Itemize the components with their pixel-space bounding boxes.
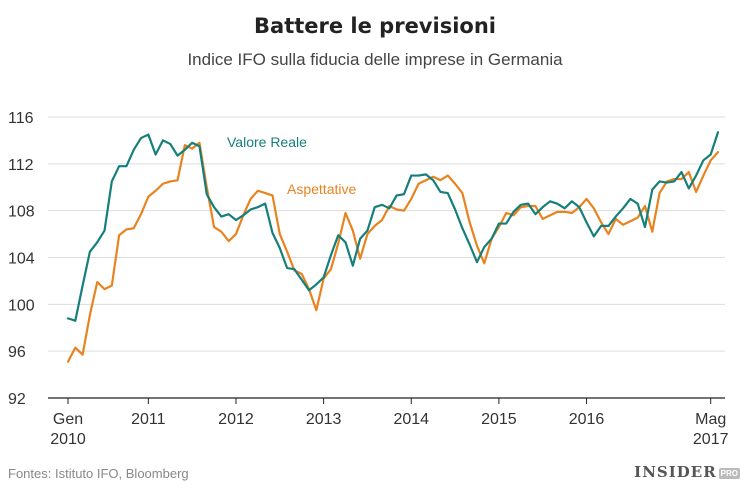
- y-tick-label-92: 92: [8, 391, 26, 408]
- y-tick-label-116: 116: [8, 110, 34, 127]
- y-tick-label-104: 104: [8, 251, 35, 268]
- source-note: Fontes: Istituto IFO, Bloomberg: [8, 466, 189, 481]
- y-tick-label-100: 100: [8, 297, 35, 314]
- brand-name: INSIDER: [634, 463, 717, 481]
- x-tick-label: 2013: [306, 411, 342, 428]
- brand-logo: INSIDER PRO: [634, 463, 740, 481]
- series-labels: Valore Reale Aspettative: [227, 134, 356, 197]
- series-lines: [66, 131, 720, 363]
- series-label-valore-reale: Valore Reale: [227, 134, 307, 150]
- x-tick-label-year: 2017: [693, 431, 729, 448]
- y-tick-label-108: 108: [8, 204, 35, 221]
- y-tick-label-112: 112: [8, 157, 34, 174]
- series-label-aspettative: Aspettative: [287, 181, 356, 197]
- series-line-aspettative: [66, 141, 720, 363]
- x-axis-ticks: Gen 2010 2011 2012 2013 2014 2015 2016 Mag 2017: [50, 398, 729, 448]
- series-line-valore-reale: [66, 131, 720, 322]
- y-tick-label-96: 96: [8, 344, 26, 361]
- x-tick-label: 2014: [393, 411, 429, 428]
- brand-pro-badge: PRO: [718, 467, 740, 479]
- x-tick-label: 2012: [218, 411, 254, 428]
- gridlines: [48, 116, 725, 399]
- chart-title: Battere le previsioni: [254, 14, 496, 38]
- x-tick-label: 2011: [131, 411, 166, 428]
- x-tick-label: Mag: [695, 411, 726, 428]
- x-tick-label: Gen: [53, 411, 83, 428]
- x-tick-label-year: 2010: [50, 431, 86, 448]
- chart-subtitle: Indice IFO sulla fiducia delle imprese i…: [187, 50, 563, 69]
- x-tick-label: 2016: [569, 411, 605, 428]
- y-axis-tick-labels: 92 96 100 104 108 112 116: [8, 110, 35, 408]
- x-tick-label: 2015: [481, 411, 517, 428]
